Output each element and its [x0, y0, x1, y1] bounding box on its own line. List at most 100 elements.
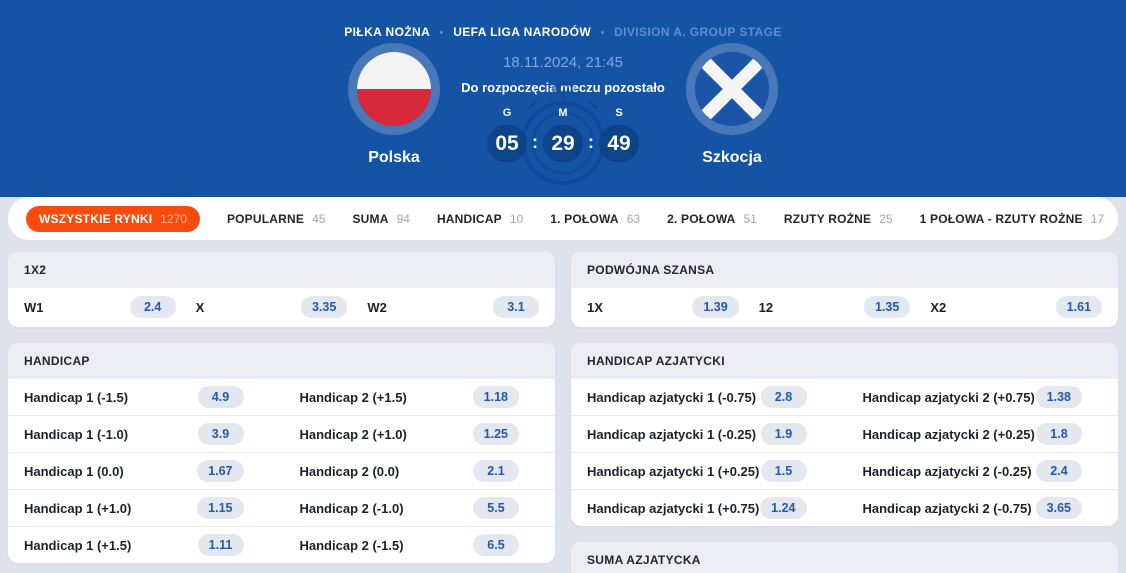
odds-button[interactable]: 1.15 — [197, 497, 244, 519]
odds-button[interactable]: 1.18 — [472, 386, 519, 408]
odds-button[interactable]: 2.4 — [1036, 460, 1082, 482]
countdown-hours-value: 05 — [487, 125, 527, 162]
outcome-label: 12 — [758, 299, 774, 315]
outcome: W1 2.4 — [24, 296, 196, 318]
outcome: Handicap 2 (+1.0) 1.25 — [300, 423, 540, 445]
market-panel-handicap-azjatycki: HANDICAP AZJATYCKI Handicap azjatycki 1 (… — [571, 343, 1118, 526]
odds-button[interactable]: 1.67 — [197, 460, 244, 482]
market-title: SUMA AZJATYCKA — [571, 542, 1118, 573]
outcome-label: Handicap azjatycki 1 (-0.75) — [587, 389, 757, 405]
outcomes-row: Handicap azjatycki 1 (+0.25) 1.5 Handicap … — [571, 452, 1118, 489]
tab-label: POPULARNE — [226, 211, 305, 226]
countdown-label: Do rozpoczęcia meczu pozostało — [461, 80, 665, 95]
away-team-name: Szkocja — [702, 149, 762, 166]
odds-button[interactable]: 2.1 — [473, 460, 519, 482]
odds-button[interactable]: 1.8 — [1036, 423, 1082, 445]
odds-button[interactable]: 1.25 — [472, 423, 519, 445]
odds-button[interactable]: 1.39 — [692, 296, 739, 318]
outcome-label: Handicap azjatycki 2 (+0.75) — [862, 389, 1035, 405]
market-tabs: WSZYSTKIE RYNKI 1270 POPULARNE 45 SUMA 94 HAND… — [8, 197, 1118, 240]
odds-button[interactable]: 1.61 — [1055, 296, 1102, 318]
breadcrumb-stage: DIVISION A. GROUP STAGE — [614, 25, 782, 39]
tab-count: 94 — [396, 211, 410, 226]
odds-button[interactable]: 4.9 — [197, 386, 244, 408]
match-info: Polska 18.11.2024, 21:45 Do rozpoczęcia … — [0, 52, 1126, 185]
match-countdown-block: 18.11.2024, 21:45 Do rozpoczęcia meczu p… — [461, 52, 665, 185]
odds-button[interactable]: 2.8 — [760, 386, 807, 408]
market-title: HANDICAP — [8, 343, 555, 379]
outcome: Handicap 2 (-1.5) 6.5 — [300, 534, 540, 556]
tab-count: 25 — [879, 211, 893, 226]
outcome: Handicap azjatycki 1 (-0.25) 1.9 — [587, 423, 827, 445]
market-title: PODWÓJNA SZANSA — [571, 252, 1118, 288]
tab-label: WSZYSTKIE RYNKI — [39, 211, 153, 226]
odds-button[interactable]: 1.35 — [863, 296, 911, 318]
outcome-label: Handicap azjatycki 2 (-0.75) — [862, 500, 1032, 516]
odds-button[interactable]: 1.5 — [760, 460, 807, 482]
odds-button[interactable]: 5.5 — [473, 497, 519, 519]
outcome: Handicap 2 (+1.5) 1.18 — [300, 386, 540, 408]
outcomes-row: Handicap 1 (0.0) 1.67 Handicap 2 (0.0) 2.1 — [8, 452, 555, 489]
tab-popularne[interactable]: POPULARNE 45 — [227, 212, 326, 226]
outcome-label: Handicap 1 (+1.5) — [24, 537, 132, 553]
outcome-label: Handicap 1 (-1.0) — [24, 426, 129, 442]
breadcrumb: PIŁKA NOŻNA UEFA LIGA NARODÓW DIVISION A… — [0, 25, 1126, 39]
outcome: 1X 1.39 — [587, 296, 759, 318]
tab-2-po-owa[interactable]: 2. POŁOWA 51 — [667, 212, 757, 226]
market-panel-suma-azjatycka: SUMA AZJATYCKA — [571, 542, 1118, 573]
outcome-label: Handicap 2 (+1.5) — [299, 389, 407, 405]
tab-handicap[interactable]: HANDICAP 10 — [437, 212, 523, 226]
markets-column-left: 1X2 W1 2.4 X 3.35 W2 3.1 HANDICAP Handicap 1 (-1… — [8, 252, 555, 573]
countdown-minutes: M 29 — [543, 107, 583, 162]
market-panel-podw-jna-szansa: PODWÓJNA SZANSA 1X 1.39 12 1.35 X2 1.61 — [571, 252, 1118, 327]
tab-count: 1270 — [160, 211, 187, 226]
match-header: PIŁKA NOŻNA UEFA LIGA NARODÓW DIVISION A… — [0, 0, 1126, 197]
odds-button[interactable]: 1.38 — [1035, 386, 1082, 408]
countdown-hours: G 05 — [487, 107, 527, 162]
outcome: Handicap azjatycki 2 (-0.25) 2.4 — [863, 460, 1103, 482]
outcome: X2 1.61 — [930, 296, 1102, 318]
team-away: Szkocja — [677, 52, 787, 167]
markets-area: 1X2 W1 2.4 X 3.35 W2 3.1 HANDICAP Handicap 1 (-1… — [0, 240, 1126, 573]
tab-1-po-owa-rzuty-ro-ne[interactable]: 1 POŁOWA - RZUTY ROŻNE 17 — [920, 212, 1104, 226]
outcomes-row: Handicap 1 (-1.5) 4.9 Handicap 2 (+1.5) 1.1… — [8, 379, 555, 415]
outcome-label: Handicap azjatycki 2 (-0.25) — [862, 463, 1032, 479]
odds-button[interactable]: 3.35 — [300, 296, 348, 318]
team-home: Polska — [339, 52, 449, 167]
outcome-label: Handicap azjatycki 1 (+0.25) — [587, 463, 760, 479]
tab-wszystkie-rynki[interactable]: WSZYSTKIE RYNKI 1270 — [26, 205, 200, 232]
odds-button[interactable]: 3.65 — [1035, 497, 1082, 519]
outcome-label: X — [195, 299, 205, 315]
outcome-label: Handicap azjatycki 2 (+0.25) — [862, 426, 1035, 442]
countdown-timer: G 05 : M 29 : S 49 — [487, 83, 639, 185]
outcomes-row: Handicap azjatycki 1 (+0.75) 1.24 Handicap… — [571, 489, 1118, 526]
outcome: Handicap 1 (-1.0) 3.9 — [24, 423, 264, 445]
outcome-label: Handicap 2 (0.0) — [299, 463, 400, 479]
odds-button[interactable]: 3.9 — [197, 423, 244, 445]
tab-rzuty-ro-ne[interactable]: RZUTY ROŻNE 25 — [784, 212, 893, 226]
odds-button[interactable]: 1.9 — [760, 423, 807, 445]
outcomes-row: Handicap 1 (+1.0) 1.15 Handicap 2 (-1.0) 5.… — [8, 489, 555, 526]
tab-suma[interactable]: SUMA 94 — [352, 212, 410, 226]
outcomes-row: Handicap 1 (-1.0) 3.9 Handicap 2 (+1.0) 1.2… — [8, 415, 555, 452]
odds-button[interactable]: 6.5 — [473, 534, 519, 556]
tab-count: 10 — [509, 211, 524, 226]
odds-button[interactable]: 3.1 — [493, 296, 539, 318]
tab-1-po-owa[interactable]: 1. POŁOWA 63 — [550, 212, 640, 226]
outcome-label: Handicap 2 (-1.5) — [299, 537, 404, 553]
tab-label: HANDICAP — [436, 211, 502, 226]
tab-label: SUMA — [352, 211, 389, 226]
odds-button[interactable]: 2.4 — [129, 296, 176, 318]
breadcrumb-competition[interactable]: UEFA LIGA NARODÓW — [453, 25, 592, 39]
outcome: Handicap 1 (+1.0) 1.15 — [24, 497, 264, 519]
odds-button[interactable]: 1.24 — [760, 497, 807, 519]
poland-flag-icon — [357, 52, 431, 126]
odds-button[interactable]: 1.11 — [197, 534, 244, 556]
countdown-separator: : — [532, 132, 538, 152]
outcome: X 3.35 — [196, 296, 368, 318]
markets-column-right: PODWÓJNA SZANSA 1X 1.39 12 1.35 X2 1.61 HANDICA… — [571, 252, 1118, 573]
outcomes-row: Handicap azjatycki 1 (-0.25) 1.9 Handicap … — [571, 415, 1118, 452]
breadcrumb-sport[interactable]: PIŁKA NOŻNA — [344, 25, 431, 39]
outcome: Handicap 2 (-1.0) 5.5 — [300, 497, 540, 519]
outcome: Handicap 1 (0.0) 1.67 — [24, 460, 264, 482]
